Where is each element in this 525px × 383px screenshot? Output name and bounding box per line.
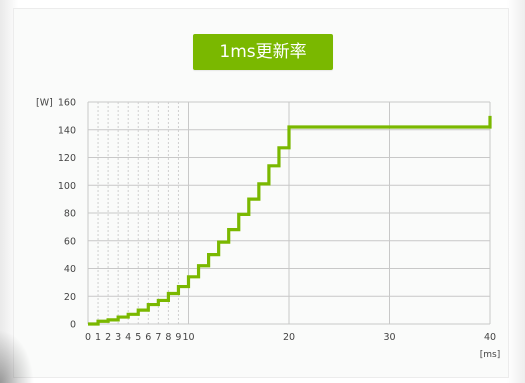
x-tick-label: 1 (95, 332, 101, 343)
page-shadow (0, 330, 34, 383)
x-axis-label: [ms] (480, 350, 500, 360)
y-tick-label: 140 (58, 125, 76, 136)
y-tick-label: 0 (70, 320, 76, 331)
y-tick-label: 20 (64, 292, 76, 303)
y-tick-label: 80 (64, 209, 76, 220)
x-tick-label: 8 (165, 332, 171, 343)
x-tick-label: 20 (283, 332, 295, 343)
x-tick-label: 9 (175, 332, 181, 343)
y-axis-label: [W] (36, 98, 53, 109)
y-tick-label: 120 (58, 153, 76, 164)
x-tick-label: 0 (85, 332, 91, 343)
chart-title: 1ms更新率 (193, 34, 333, 70)
x-tick-label: 4 (125, 332, 131, 343)
y-tick-label: 160 (58, 98, 76, 109)
x-tick-label: 2 (105, 332, 111, 343)
x-tick-label: 30 (383, 332, 395, 343)
series-line (88, 115, 492, 326)
y-tick-label: 60 (64, 236, 76, 247)
x-tick-label: 40 (484, 332, 496, 343)
x-tick-label: 6 (145, 332, 151, 343)
x-tick-label: 7 (155, 332, 161, 343)
y-tick-label: 40 (64, 264, 76, 275)
y-tick-label: 100 (58, 181, 76, 192)
x-tick-label: 10 (182, 332, 194, 343)
x-tick-label: 5 (135, 332, 141, 343)
x-tick-label: 3 (115, 332, 121, 343)
